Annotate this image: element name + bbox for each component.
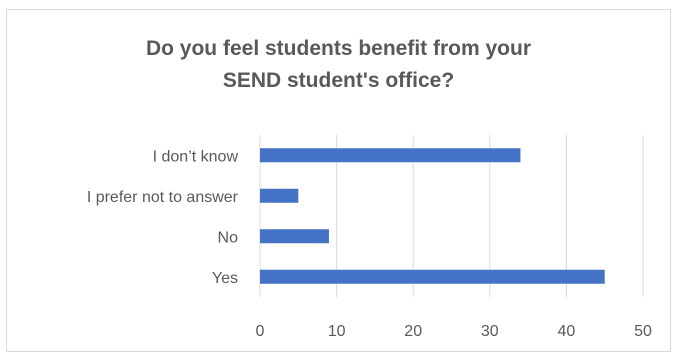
chart-title-line-1: Do you feel students benefit from your [145,37,532,60]
category-label: Yes [212,270,238,287]
x-tick-label: 30 [481,323,499,340]
bar [260,188,299,203]
chart-frame [6,9,671,352]
x-tick-label: 10 [328,323,346,340]
chart-title: Do you feel students benefit from your S… [0,33,677,97]
bar [260,269,605,284]
category-label: I don’t know [153,148,239,165]
x-tick-label: 40 [558,323,576,340]
bar [260,229,329,244]
x-tick-label: 50 [634,323,652,340]
bar [260,148,521,163]
category-labels: I don’t know I prefer not to answer No Yes [87,148,239,287]
x-tick-label: 0 [256,323,265,340]
bars [260,148,605,284]
x-tick-labels: 0 10 20 30 40 50 [256,323,652,340]
category-label: No [218,229,239,246]
chart-title-line-2: SEND student's office? [222,69,455,92]
category-label: I prefer not to answer [87,189,239,206]
x-tick-label: 20 [404,323,422,340]
